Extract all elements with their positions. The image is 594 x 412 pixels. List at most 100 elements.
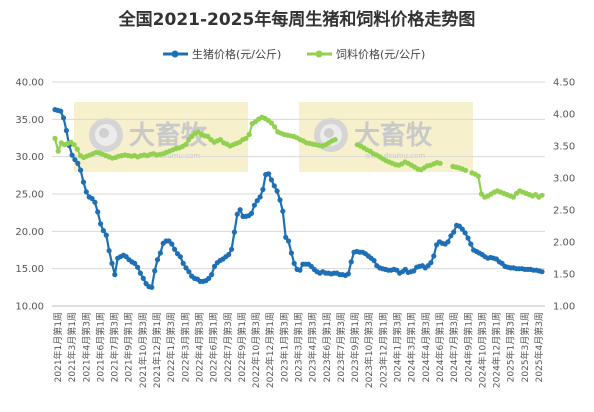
series-0-point: [445, 239, 451, 245]
x-tick: 2025年4月第3周: [533, 312, 545, 382]
series-0-point: [277, 197, 283, 203]
series-0-point: [251, 202, 257, 208]
x-tick: 2022年1月第3周: [165, 312, 177, 382]
chart-title: 全国2021-2025年每周生猪和饲料价格走势图: [118, 9, 476, 30]
x-tick: 2021年4月第3周: [80, 312, 92, 382]
series-0-point: [459, 226, 465, 232]
series-1-point: [205, 133, 211, 139]
series-1-point: [332, 137, 338, 143]
series-0-point: [63, 127, 69, 134]
series-0-point: [371, 257, 377, 264]
series-1-point: [437, 160, 443, 166]
x-tick: 2025年1月第3周: [505, 312, 517, 382]
series-0-point: [92, 199, 98, 205]
series-0-point: [448, 233, 454, 239]
series-0-point: [89, 195, 95, 202]
series-0-point: [231, 229, 237, 235]
series-0-point: [431, 253, 437, 259]
x-tick: 2023年1月第3周: [278, 312, 290, 382]
x-tick: 2023年7月第3周: [335, 312, 347, 382]
watermark-right-text: 大畜牧: [354, 120, 433, 151]
series-1-point: [478, 191, 485, 197]
watermark-left-sub: www.dxumu.com: [140, 152, 200, 160]
series-0-point: [177, 254, 183, 260]
series-0-point: [288, 250, 294, 256]
y-left-tick: 30.00: [15, 152, 44, 163]
x-axis: 2021年1月第1周 2021年3月第1周 2021年4月第3周 2021年6月第1周…: [52, 305, 545, 388]
legend-label-feed-price: 饲料价格(元/公斤): [336, 47, 425, 61]
series-0-point: [149, 284, 155, 290]
series-0-point: [152, 268, 158, 274]
series-0-point: [72, 157, 78, 163]
series-0-point: [209, 272, 215, 278]
series-0-point: [266, 171, 272, 177]
y-left-tick: 10.00: [15, 302, 44, 313]
series-0-point: [78, 167, 84, 173]
y-right-tick: 3.00: [553, 174, 575, 185]
series-0-point: [140, 275, 146, 281]
series-0-point: [451, 229, 457, 235]
series-0-point: [103, 232, 109, 238]
series-0-point: [260, 186, 266, 193]
x-tick: 2022年7月第3周: [222, 312, 234, 382]
y-axis-left: 40.00 35.00 30.00 25.00 20.00 15.00 10.00: [15, 78, 44, 313]
legend-item-pig-price[interactable]: 生猪价格(元/公斤): [163, 47, 281, 61]
series-1-point: [71, 142, 77, 148]
series-0-point: [465, 235, 471, 241]
series-1-point: [475, 173, 481, 179]
series-0-point: [283, 234, 289, 240]
y-left-tick: 20.00: [15, 227, 44, 238]
y-left-tick: 25.00: [15, 190, 44, 201]
series-0-point: [411, 268, 417, 274]
series-0-point: [100, 228, 106, 234]
series-0-point: [348, 259, 354, 265]
series-0-point: [109, 260, 115, 266]
legend: 生猪价格(元/公斤) 饲料价格(元/公斤): [163, 47, 425, 61]
series-0-point: [234, 211, 240, 217]
y-right-tick: 3.50: [553, 142, 575, 153]
series-0-point: [539, 269, 545, 275]
series-0-point: [180, 260, 186, 266]
y-right-tick: 1.50: [553, 270, 575, 281]
x-tick: 2022年6月第1周: [208, 312, 220, 382]
series-0-point: [428, 260, 434, 266]
series-0-point: [83, 189, 89, 195]
x-tick: 2022年10月第3周: [250, 312, 262, 388]
x-tick: 2024年4月第3周: [420, 312, 432, 382]
x-tick: 2021年6月第1周: [94, 312, 106, 382]
series-0-point: [137, 270, 143, 276]
legend-item-feed-price[interactable]: 饲料价格(元/公斤): [307, 47, 425, 61]
series-0-point: [285, 238, 292, 244]
y-right-tick: 2.00: [553, 238, 575, 249]
series-0-point: [60, 115, 67, 121]
x-tick: 2023年6月第1周: [321, 312, 333, 382]
x-tick: 2023年9月第1周: [349, 312, 361, 382]
series-0-point: [112, 272, 118, 278]
series-0-point: [135, 264, 141, 270]
x-tick: 2024年6月第1周: [434, 312, 446, 382]
series-lines: [52, 107, 545, 290]
series-0-point: [154, 257, 161, 263]
series-0-point: [280, 208, 286, 214]
x-tick: 2021年10月第3周: [137, 312, 149, 388]
series-0-point: [271, 183, 277, 189]
series-0-point: [75, 160, 81, 166]
series-1-point: [182, 142, 189, 148]
series-1-point: [52, 135, 58, 141]
series-0-point: [183, 265, 189, 271]
x-tick: 2022年12月第1周: [264, 312, 276, 388]
y-axis-right: 4.50 4.00 3.50 3.00 2.50 2.00 1.50 1.00: [553, 78, 575, 313]
series-0-point: [132, 260, 138, 266]
x-tick: 2022年4月第3周: [193, 312, 205, 382]
y-right-tick: 4.50: [553, 78, 575, 89]
series-1-point: [189, 133, 195, 139]
series-0-point: [95, 209, 101, 215]
series-0-point: [169, 241, 175, 247]
series-0-point: [186, 269, 192, 275]
x-tick: 2024年7月第3周: [448, 312, 460, 382]
y-right-tick: 4.00: [553, 110, 575, 121]
x-tick: 2023年12月第1周: [377, 312, 389, 388]
x-tick: 2021年7月第3周: [109, 312, 121, 382]
series-1-point: [463, 167, 469, 173]
